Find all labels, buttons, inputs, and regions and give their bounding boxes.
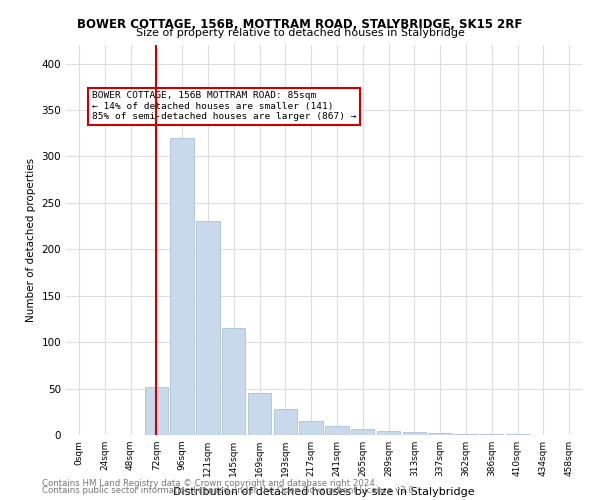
Text: Contains HM Land Registry data © Crown copyright and database right 2024.: Contains HM Land Registry data © Crown c… <box>42 478 377 488</box>
Bar <box>222 328 245 435</box>
Bar <box>351 430 374 435</box>
Text: BOWER COTTAGE, 156B, MOTTRAM ROAD, STALYBRIDGE, SK15 2RF: BOWER COTTAGE, 156B, MOTTRAM ROAD, STALY… <box>77 18 523 30</box>
Bar <box>506 434 529 435</box>
Y-axis label: Number of detached properties: Number of detached properties <box>26 158 36 322</box>
Bar <box>403 432 426 435</box>
Text: Size of property relative to detached houses in Stalybridge: Size of property relative to detached ho… <box>136 28 464 38</box>
Bar <box>248 393 271 435</box>
Bar <box>145 386 168 435</box>
X-axis label: Distribution of detached houses by size in Stalybridge: Distribution of detached houses by size … <box>173 488 475 498</box>
Text: Contains public sector information licensed under the Open Government Licence v3: Contains public sector information licen… <box>42 486 416 495</box>
Bar <box>299 421 323 435</box>
Bar <box>274 409 297 435</box>
Bar <box>480 434 503 435</box>
Bar <box>325 426 349 435</box>
Bar <box>377 432 400 435</box>
Bar <box>170 138 194 435</box>
Bar <box>428 433 452 435</box>
Bar <box>196 222 220 435</box>
Text: BOWER COTTAGE, 156B MOTTRAM ROAD: 85sqm
← 14% of detached houses are smaller (14: BOWER COTTAGE, 156B MOTTRAM ROAD: 85sqm … <box>92 92 356 121</box>
Bar <box>454 434 478 435</box>
